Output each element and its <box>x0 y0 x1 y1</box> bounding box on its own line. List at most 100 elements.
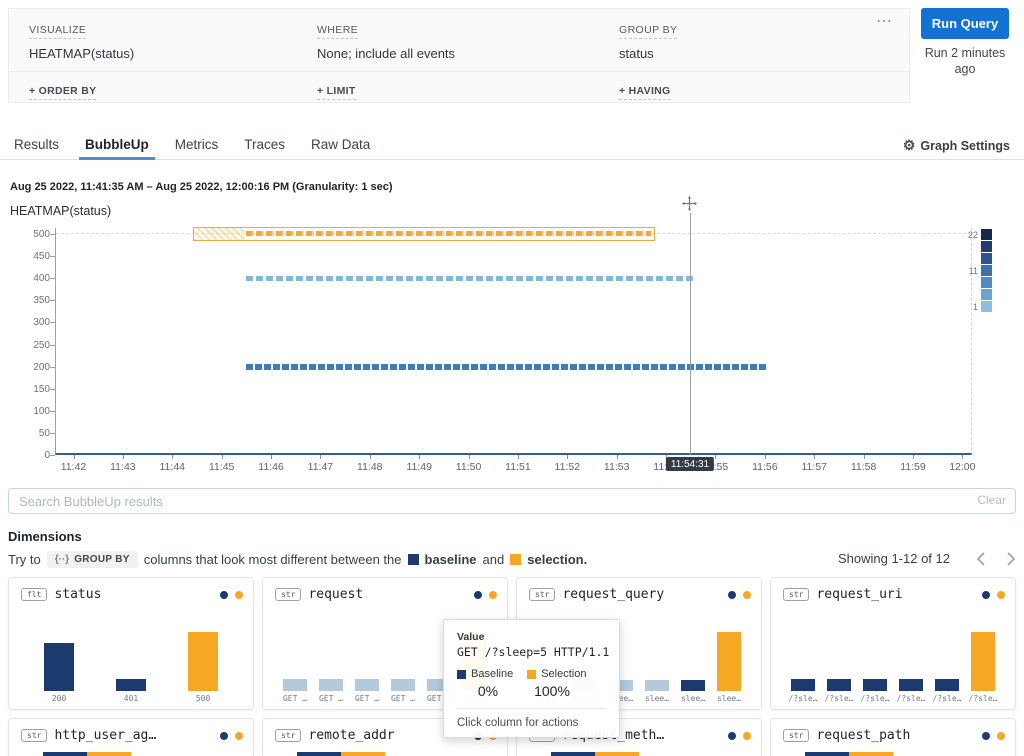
x-tick-mark <box>863 455 865 459</box>
search-input[interactable] <box>8 488 1016 514</box>
bar <box>595 752 639 756</box>
type-badge: str <box>783 588 810 601</box>
heatmap-plot[interactable] <box>55 228 972 455</box>
card-name: remote_addr <box>308 728 395 743</box>
bar-column[interactable]: GET … <box>421 613 457 703</box>
bar-column[interactable]: GET … <box>313 613 349 703</box>
tooltip-selection-pct: 100% <box>534 683 570 699</box>
bar-column[interactable]: 401 <box>95 613 167 703</box>
bar <box>297 752 341 756</box>
x-tick-label: 11:43 <box>110 461 136 473</box>
tab-traces[interactable]: Traces <box>244 137 286 152</box>
bar-column[interactable]: /?sle… <box>929 613 965 703</box>
dimension-card-request_uri[interactable]: str request_uri/?sle…/?sle…/?sle…/?sle…/?… <box>770 577 1016 710</box>
tooltip-value: GET /?sleep=5 HTTP/1.1 <box>457 645 610 659</box>
selection-donut-icon[interactable] <box>743 731 751 740</box>
baseline-donut-icon[interactable] <box>728 731 736 740</box>
x-tick-mark <box>764 455 766 459</box>
bar-label: GET … <box>390 694 416 703</box>
group-by-chip[interactable]: {··} GROUP BY <box>46 551 138 568</box>
selection-donut-icon[interactable] <box>235 731 243 740</box>
y-tick-mark <box>50 366 55 368</box>
hint-period: . <box>583 552 588 567</box>
heatmap-color-scale: 22 11 1 <box>962 229 992 312</box>
baseline-donut-icon[interactable] <box>982 731 990 740</box>
baseline-donut-icon[interactable] <box>474 590 482 599</box>
bar <box>935 679 959 691</box>
dimension-card-status[interactable]: flt status 200 401 500 <box>8 577 254 710</box>
bar-column[interactable]: 200 <box>23 613 95 703</box>
x-tick-label: 11:46 <box>258 461 284 473</box>
bar-column[interactable]: slee… <box>711 613 747 703</box>
bar-column[interactable]: 500 <box>167 613 239 703</box>
graph-settings-button[interactable]: ⚙ Graph Settings <box>903 137 1010 154</box>
bar-column[interactable]: slee… <box>603 613 639 703</box>
baseline-donut-icon[interactable] <box>220 731 228 740</box>
dimension-card-http_user_ag[interactable]: str http_user_ag… <box>8 718 254 756</box>
gear-icon: ⚙ <box>902 137 916 153</box>
bar-column[interactable]: GET … <box>385 613 421 703</box>
x-tick-label: 11:42 <box>60 461 87 473</box>
selection-donut-icon[interactable] <box>997 590 1005 599</box>
hint-middle: columns that look most different between… <box>143 552 402 567</box>
baseline-donut-icon[interactable] <box>728 590 736 599</box>
bar-column[interactable]: /?sle… <box>965 613 1001 703</box>
bar-column[interactable]: /?sle… <box>857 613 893 703</box>
heatmap-row-200 <box>246 364 766 370</box>
bar-label: slee… <box>644 694 670 703</box>
run-query-button[interactable]: Run Query <box>921 8 1009 39</box>
x-tick-mark <box>468 455 470 459</box>
bar-column[interactable]: /?sle… <box>893 613 929 703</box>
search-clear-button[interactable]: Clear <box>977 493 1006 507</box>
tab-metrics[interactable]: Metrics <box>174 137 219 152</box>
query-clause-where[interactable]: WHERE None; include all events <box>317 20 619 71</box>
bar-column[interactable]: slee… <box>639 613 675 703</box>
query-clause-add[interactable]: + ORDER BY <box>29 81 317 102</box>
query-clause-add[interactable]: + HAVING <box>619 81 907 102</box>
baseline-donut-icon[interactable] <box>220 590 228 599</box>
bar <box>283 679 307 691</box>
bar-column[interactable]: GET … <box>277 613 313 703</box>
next-page-chevron-icon[interactable] <box>1006 551 1016 566</box>
query-clause-visualize[interactable]: VISUALIZE HEATMAP(status) <box>29 20 317 71</box>
y-tick-mark <box>50 322 55 324</box>
selection-donut-icon[interactable] <box>997 731 1005 740</box>
tab-bubbleup[interactable]: BubbleUp <box>79 133 155 160</box>
bar <box>391 679 415 691</box>
heatmap-selection-box[interactable] <box>193 227 655 241</box>
bar-column[interactable]: /?sle… <box>785 613 821 703</box>
x-tick-label: 11:48 <box>357 461 383 473</box>
bar-label: GET … <box>318 694 344 703</box>
color-scale-label: 11 <box>968 265 978 276</box>
query-overflow-menu-icon[interactable]: ⋯ <box>876 13 893 30</box>
x-tick-mark <box>715 455 717 459</box>
tab-raw-data[interactable]: Raw Data <box>311 137 371 152</box>
card-name: request_query <box>562 587 665 602</box>
prev-page-chevron-icon[interactable] <box>976 551 986 566</box>
tab-results[interactable]: Results <box>14 137 60 152</box>
x-tick-mark <box>122 455 124 459</box>
bar-column[interactable]: slee… <box>675 613 711 703</box>
tooltip-selection-label: Selection <box>541 668 587 680</box>
selection-donut-icon[interactable] <box>489 590 497 599</box>
color-scale-swatch <box>981 277 992 288</box>
card-bar-chart: 200 401 500 <box>23 613 239 703</box>
bar-label: /?sle… <box>896 694 926 703</box>
time-range-header: Aug 25 2022, 11:41:35 AM – Aug 25 2022, … <box>10 181 393 193</box>
baseline-donut-icon[interactable] <box>982 590 990 599</box>
bar <box>899 679 923 691</box>
dimension-card-request_path[interactable]: str request_path <box>770 718 1016 756</box>
query-clause-group-by[interactable]: GROUP BY status <box>619 20 907 71</box>
color-scale-row <box>962 241 992 252</box>
query-clause-add[interactable]: + LIMIT <box>317 81 619 102</box>
selection-donut-icon[interactable] <box>743 590 751 599</box>
selection-donut-icon[interactable] <box>235 590 243 599</box>
card-name: request_uri <box>816 587 903 602</box>
bar-label: 500 <box>195 694 211 703</box>
bar-column[interactable]: /?sle… <box>821 613 857 703</box>
bar-column[interactable]: GET … <box>349 613 385 703</box>
card-header: str request_query <box>517 578 761 602</box>
card-bar-chart-partial <box>805 752 893 756</box>
heatmap-row-500 <box>246 231 651 236</box>
card-header: str http_user_ag… <box>9 719 253 743</box>
